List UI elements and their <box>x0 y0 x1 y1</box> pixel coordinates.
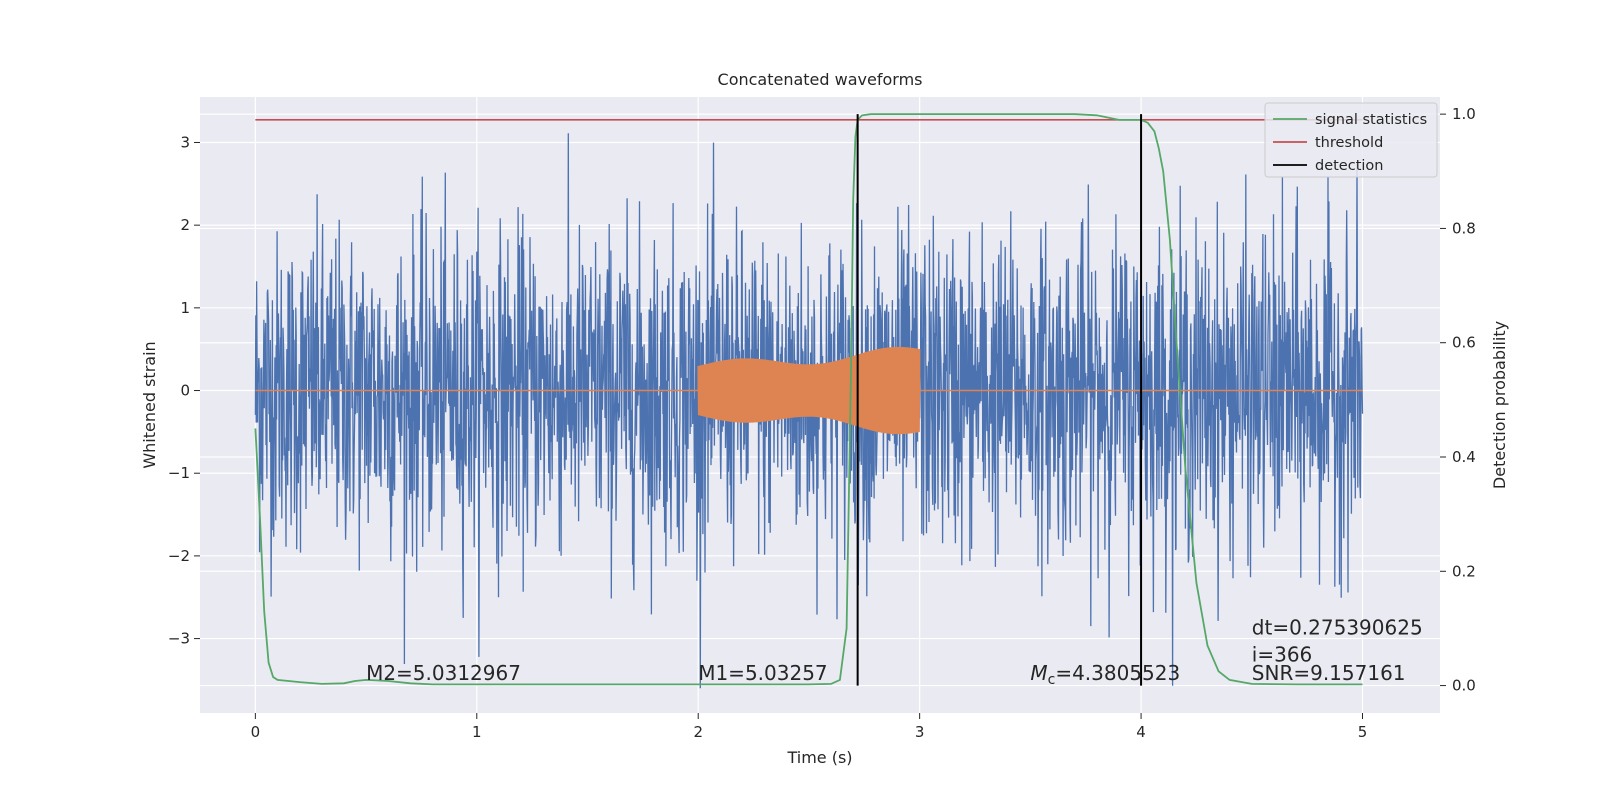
annotation-text: SNR=9.157161 <box>1252 661 1406 685</box>
legend-label: detection <box>1315 158 1383 174</box>
y-axis-label: Whitened strain <box>140 341 159 468</box>
y-tick-label: 1 <box>180 299 190 317</box>
x-tick-label: 0 <box>251 723 261 741</box>
y-right-tick-label: 0.4 <box>1452 448 1476 466</box>
x-tick-label: 4 <box>1136 723 1146 741</box>
annotations: M2=5.0312967 M1=5.03257 Mc=4.3805523 dt=0.2… <box>366 615 1423 687</box>
y-right-tick-label: 1.0 <box>1452 105 1476 123</box>
y-tick-label: −3 <box>168 630 190 648</box>
x-tick-label: 2 <box>693 723 703 741</box>
annotation-text: dt=0.275390625 <box>1252 615 1423 639</box>
y-right-tick-label: 0.6 <box>1452 334 1476 352</box>
annotation-text: M2=5.0312967 <box>366 661 521 685</box>
annotation-text: i=366 <box>1252 643 1313 667</box>
y-right-tick-label: 0.2 <box>1452 562 1476 580</box>
y-tick-label: −2 <box>168 547 190 565</box>
y-tick-label: 3 <box>180 133 190 151</box>
legend-box <box>1264 102 1438 178</box>
signal-statistics-line <box>254 113 1363 686</box>
series-layer <box>254 113 1364 689</box>
y-tick-label: 0 <box>180 382 190 400</box>
annotation-text: M1=5.03257 <box>698 661 827 685</box>
x-tick-label: 5 <box>1358 723 1368 741</box>
legend: signal statistics threshold detection <box>1264 102 1438 178</box>
y-right-tick-label: 0.0 <box>1452 677 1476 695</box>
x-axis-label: Time (s) <box>786 748 852 767</box>
y-right-axis-label: Detection probability <box>1490 321 1509 489</box>
annotation-text: Mc=4.3805523 <box>1030 661 1180 688</box>
x-tick-label: 3 <box>915 723 925 741</box>
legend-label: threshold <box>1315 135 1383 151</box>
x-tick-label: 1 <box>472 723 482 741</box>
y-tick-label: −1 <box>168 464 190 482</box>
y-right-tick-label: 0.8 <box>1452 219 1476 237</box>
injected-chirp-line <box>255 346 1363 435</box>
y-tick-label: 2 <box>180 216 190 234</box>
axes: 0 1 2 3 4 5 −3 −2 −1 0 1 2 3 0.0 0.2 0.4 0.6 0.8 1.0 <box>168 105 1476 741</box>
legend-label: signal statistics <box>1315 112 1427 128</box>
chart-title: Concatenated waveforms <box>718 70 923 89</box>
